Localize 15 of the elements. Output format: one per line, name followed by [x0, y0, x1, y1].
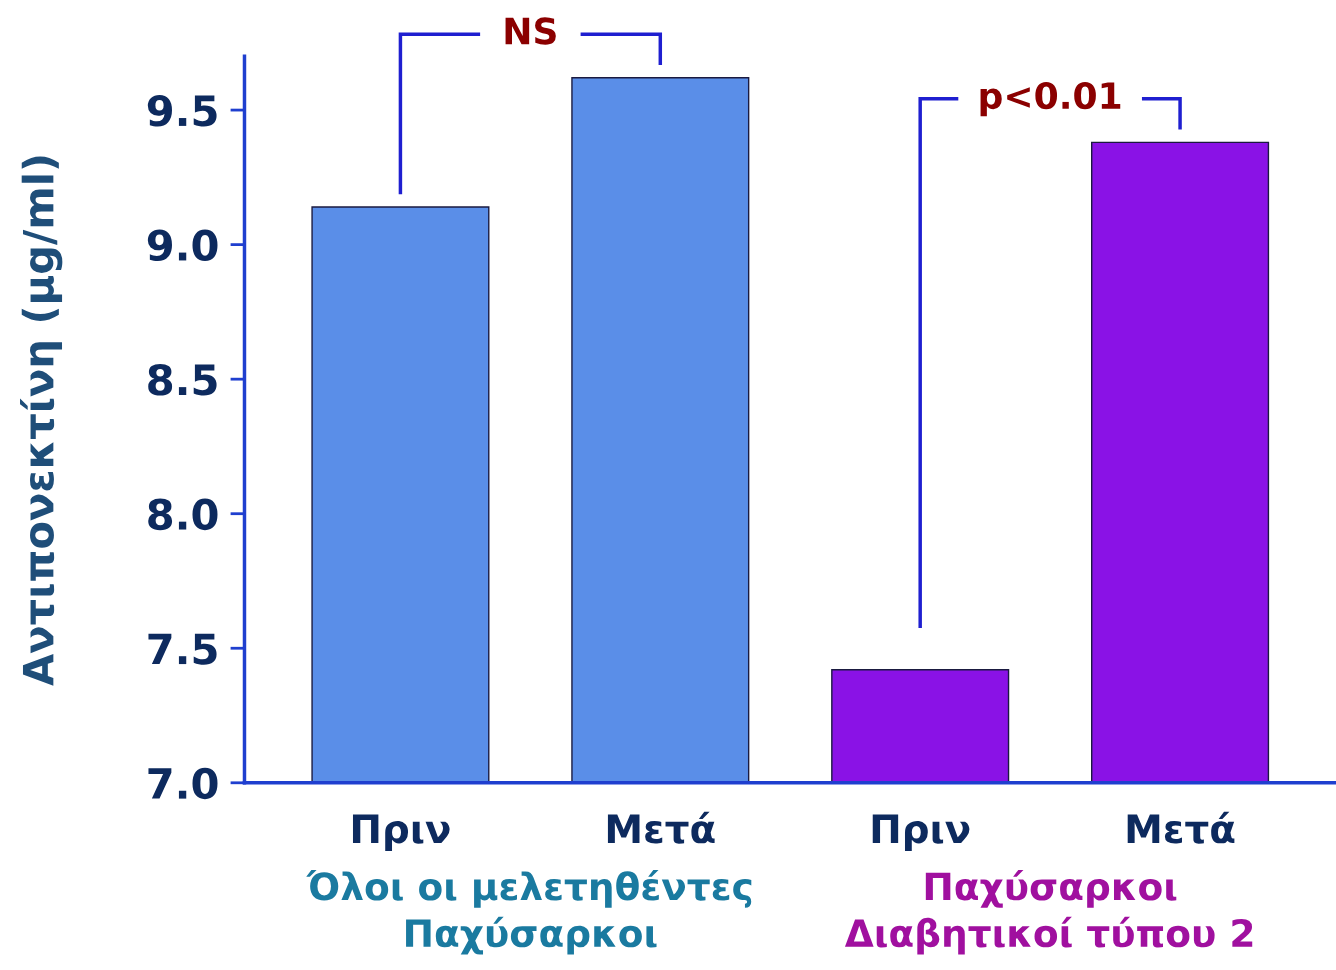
x-tick-label: Μετά: [607, 811, 715, 844]
y-axis-title: Αντιπονεκτίνη (μg/ml): [20, 156, 63, 686]
y-tick-label: 8.0: [148, 498, 218, 531]
y-tick-label: 7.0: [148, 767, 218, 800]
x-tick-label: Πριν: [872, 814, 970, 851]
annotation: p<0.01: [980, 81, 1121, 117]
text: NS: [505, 17, 556, 45]
x-tick-label: Πριν: [352, 814, 450, 851]
x-tick-label: Μετά: [1127, 811, 1235, 844]
y-tick-label: 9.0: [147, 229, 218, 262]
y-tick-label: 8.5: [148, 364, 217, 396]
text: Όλοι οι μελετηθέντες Παχύσαρκοι: [306, 869, 752, 955]
y-tick-label: 9.5: [147, 95, 217, 127]
y-tick-label: 7.5: [148, 633, 217, 665]
text: Παχύσαρκοι Διαβητικοί τύπου 2: [844, 869, 1253, 955]
